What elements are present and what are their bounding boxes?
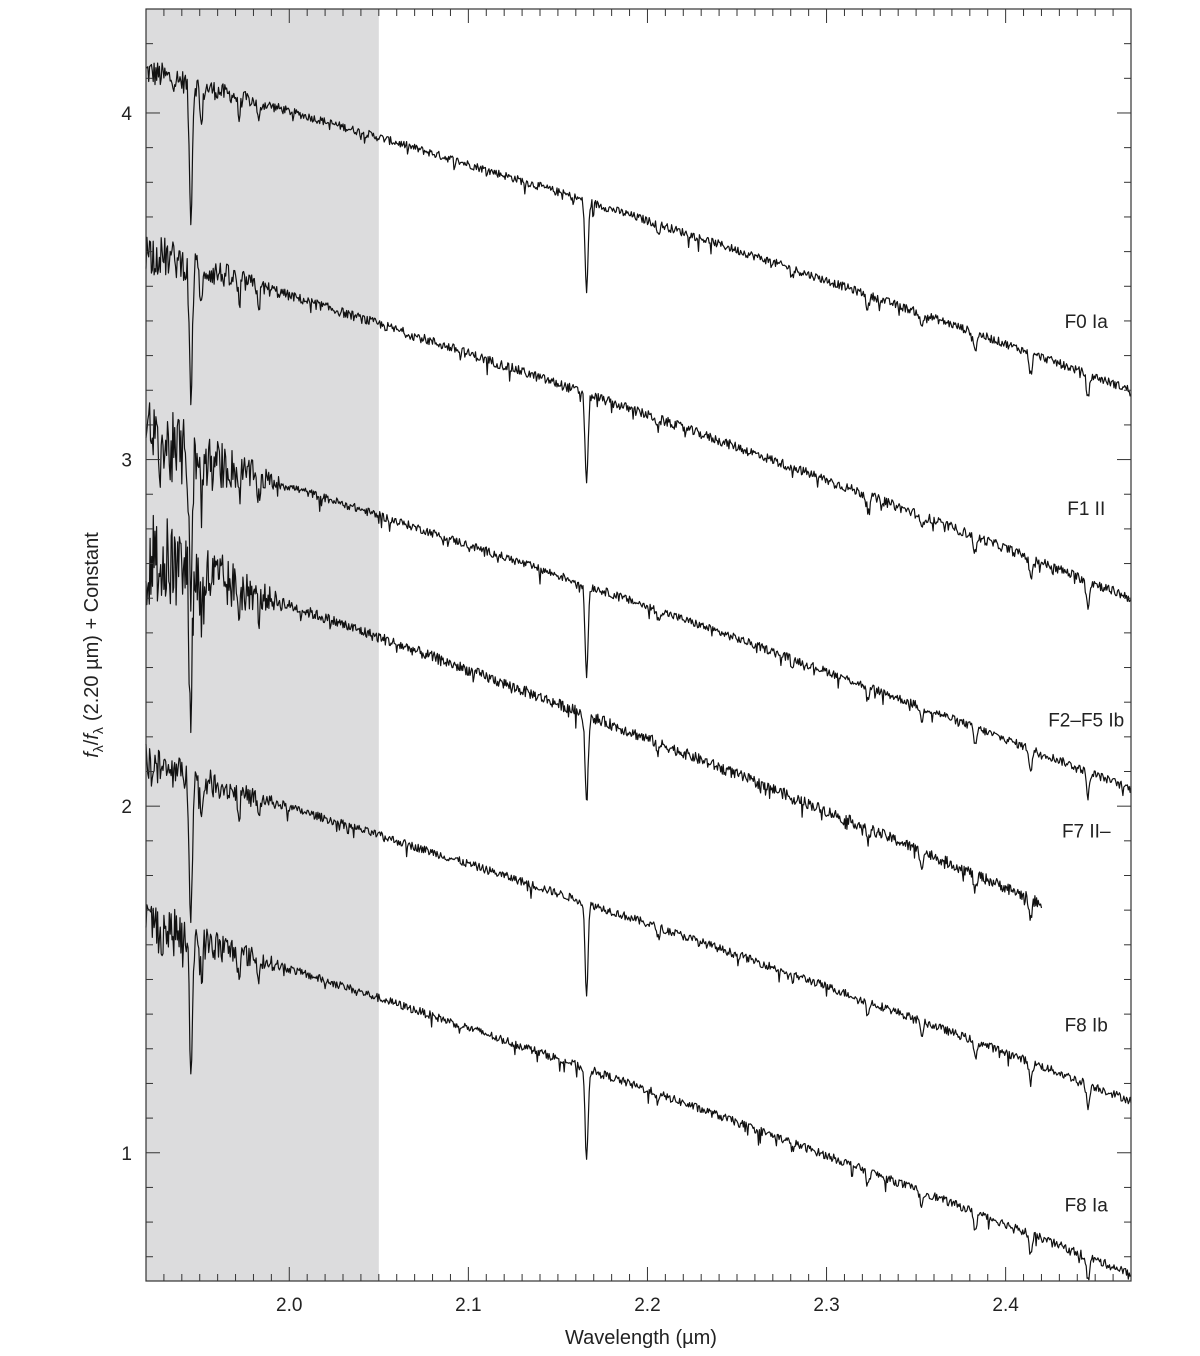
y-label-lambda2: λ <box>90 727 106 734</box>
spectrum-line-1 <box>145 62 1132 397</box>
series-label-1: F0 Ia <box>1065 312 1109 333</box>
spectrum-line-4 <box>145 514 1043 921</box>
axis-ticks <box>145 9 1132 1281</box>
plot-frame <box>145 8 1132 1282</box>
y-tick-label: 2 <box>121 797 132 818</box>
y-tick-label: 3 <box>121 451 132 472</box>
series-labels: F0 Ia F1 II F2–F5 Ib F7 II– F8 Ib F8 Ia <box>1048 312 1124 1217</box>
series-label-2: F1 II <box>1067 499 1105 520</box>
y-tick-labels: 1 2 3 4 <box>121 104 132 1165</box>
y-label-f1: f <box>81 750 103 758</box>
x-tick-label: 2.2 <box>634 1295 660 1316</box>
spectrum-line-2 <box>145 236 1132 610</box>
y-tick-label: 1 <box>121 1144 132 1165</box>
series-label-5: F8 Ib <box>1065 1015 1108 1036</box>
series-label-3: F2–F5 Ib <box>1048 710 1124 731</box>
series-label-6: F8 Ia <box>1065 1196 1109 1217</box>
x-tick-label: 2.4 <box>992 1295 1019 1316</box>
series-label-4: F7 II– <box>1062 821 1111 842</box>
y-label-ref: (2.20 µm) + Constant <box>81 532 103 721</box>
x-tick-label: 2.1 <box>455 1295 481 1316</box>
spectrum-line-6 <box>145 904 1132 1281</box>
spectrum-line-3 <box>145 402 1132 801</box>
shaded-region <box>146 9 379 1281</box>
y-axis-label: fλ/fλ(2.20 µm) + Constant <box>81 532 106 758</box>
y-label-lambda1: λ <box>90 745 106 752</box>
x-axis-label: Wavelength (µm) <box>565 1327 717 1349</box>
y-label-slash: / <box>81 739 103 745</box>
y-label-f2: f <box>81 732 103 740</box>
x-tick-label: 2.3 <box>813 1295 839 1316</box>
spectra-series <box>145 62 1132 1281</box>
x-tick-labels: 2.0 2.1 2.2 2.3 2.4 <box>276 1295 1019 1316</box>
spectrum-line-5 <box>145 743 1132 1111</box>
x-tick-label: 2.0 <box>276 1295 302 1316</box>
y-tick-label: 4 <box>121 104 132 125</box>
